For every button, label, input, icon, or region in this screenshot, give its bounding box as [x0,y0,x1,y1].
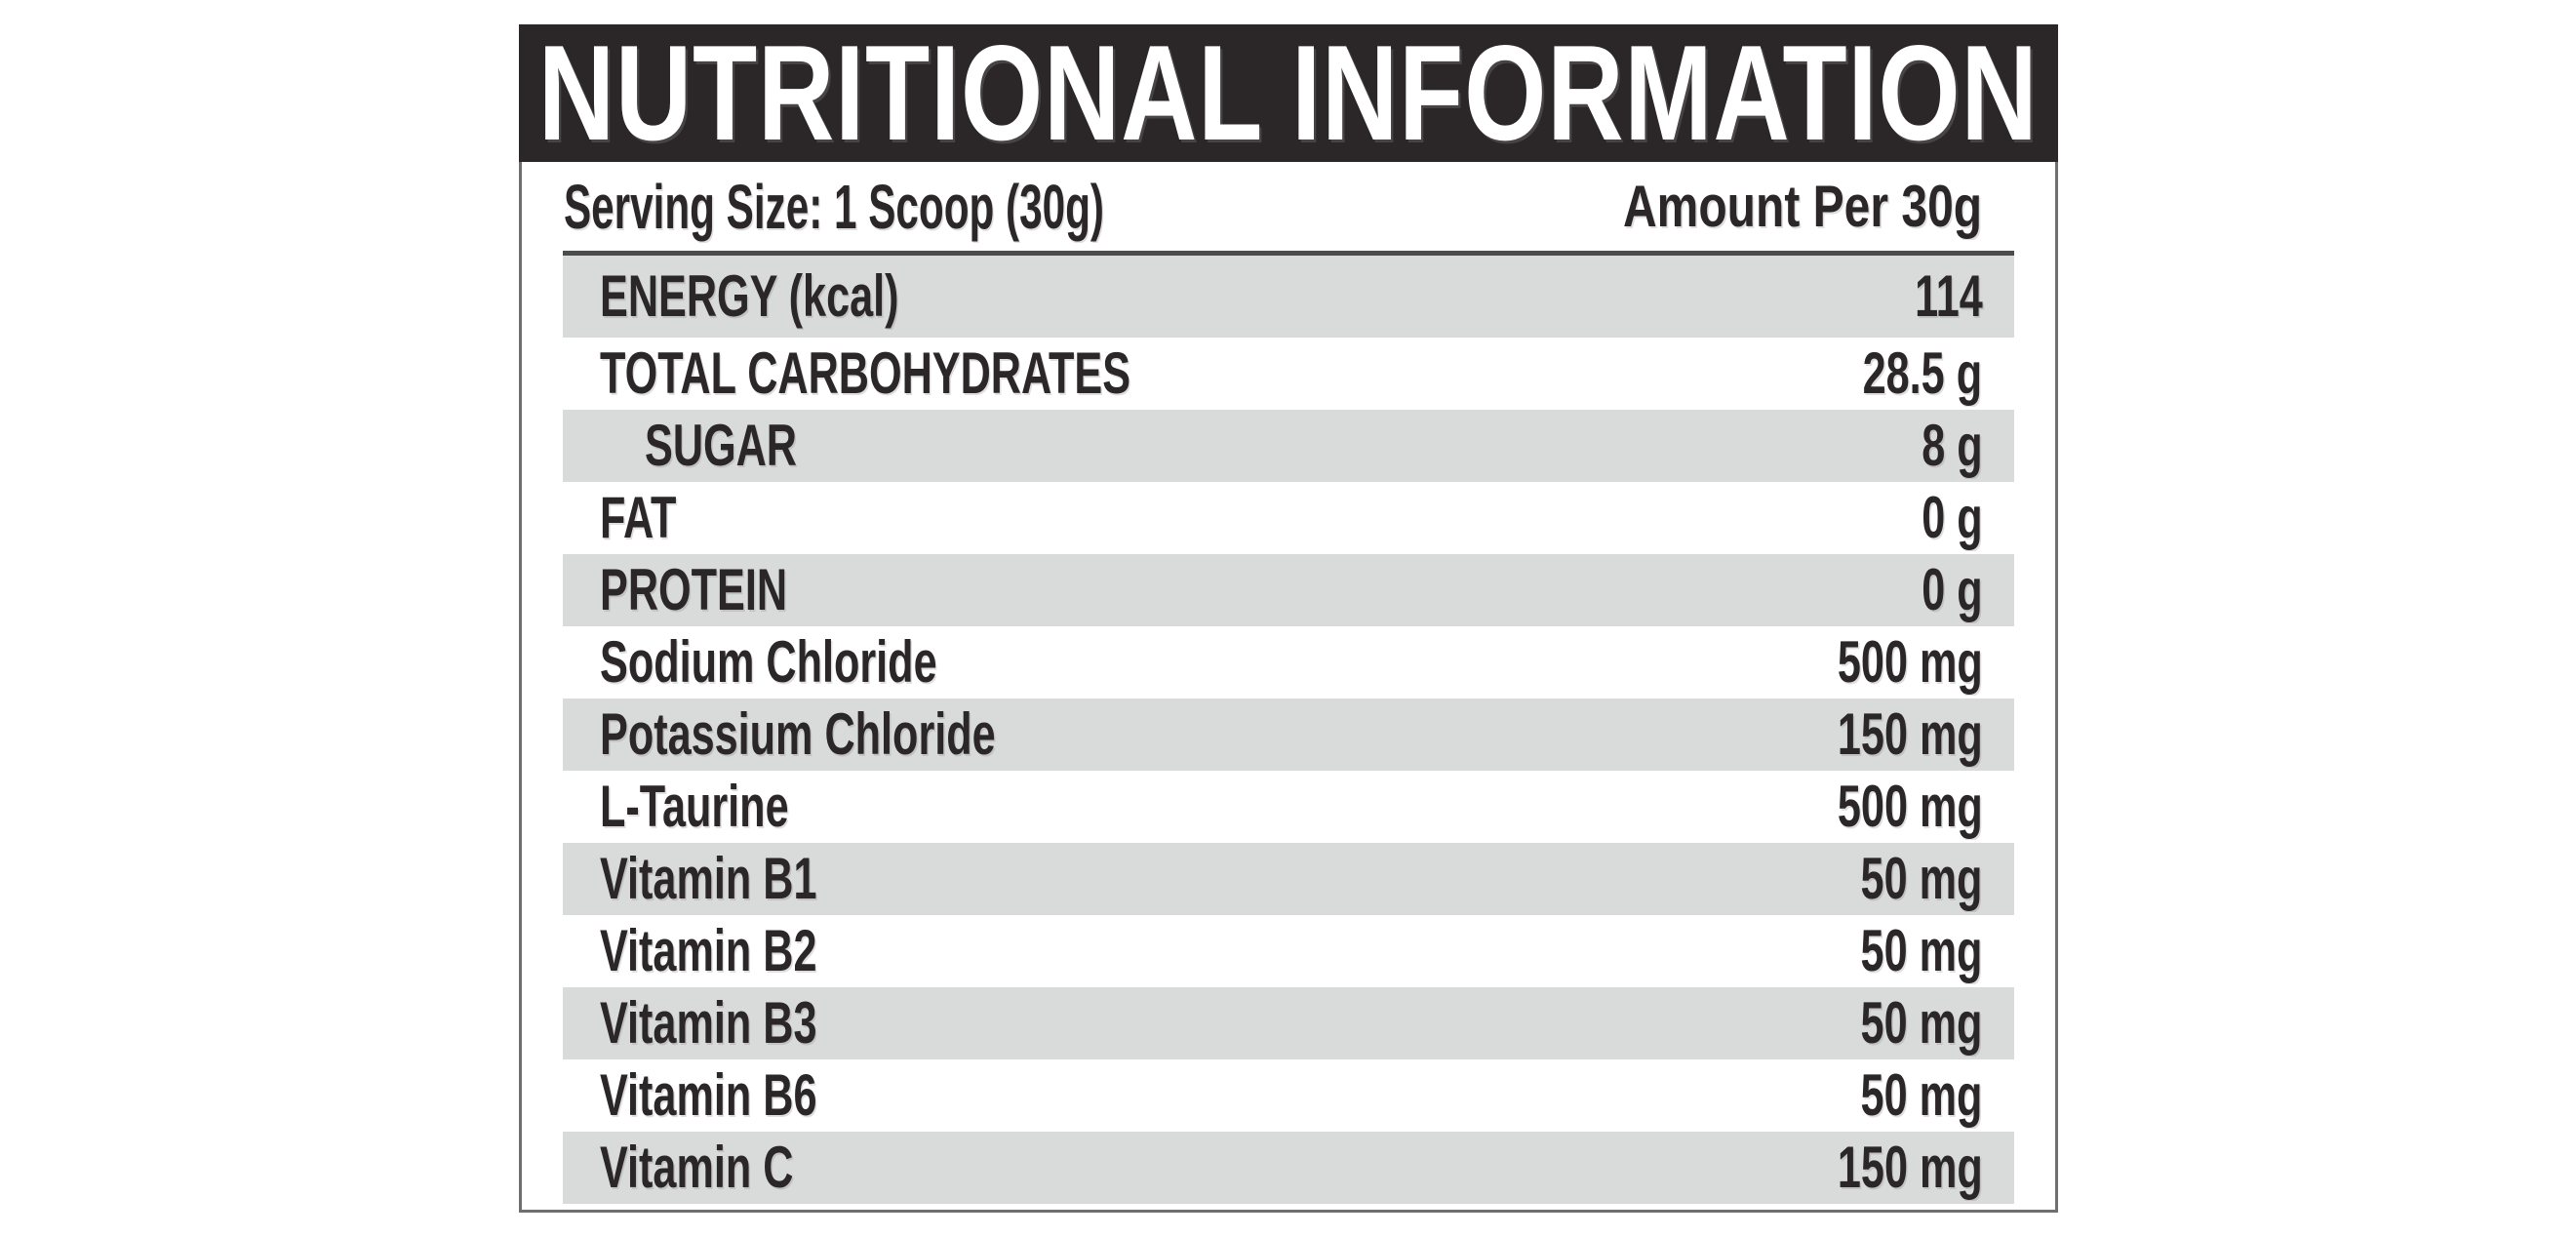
row-label: PROTEIN [599,557,787,622]
table-row: TOTAL CARBOHYDRATES 28.5 g [562,338,2014,410]
table-row: Vitamin B6 50 mg [562,1059,2014,1132]
label-title: NUTRITIONAL INFORMATION [537,18,2039,169]
table-row: Vitamin B2 50 mg [562,915,2014,987]
row-label: L-Taurine [599,774,789,839]
row-label: Vitamin C [599,1135,793,1200]
table-row: Potassium Chloride 150 mg [562,698,2014,771]
row-value: 114 [1914,263,1983,329]
row-value: 50 mg [1860,846,1983,911]
table-row: Vitamin C 150 mg [562,1132,2014,1204]
row-value: 150 mg [1837,1135,1983,1200]
table-row: Vitamin B3 50 mg [562,987,2014,1059]
table-row: FAT 0 g [562,482,2014,554]
row-value: 50 mg [1860,918,1983,983]
table-row: SUGAR 8 g [562,410,2014,482]
row-label: FAT [599,485,676,550]
row-value: 0 g [1922,485,1983,550]
serving-row: Serving Size: 1 Scoop (30g) Amount Per 3… [522,162,2055,251]
table-row: L-Taurine 500 mg [562,771,2014,843]
row-label: TOTAL CARBOHYDRATES [599,340,1130,406]
row-label: Vitamin B3 [599,990,816,1056]
serving-size-text: Serving Size: 1 Scoop (30g) [563,171,1104,242]
label-body: Serving Size: 1 Scoop (30g) Amount Per 3… [518,162,2058,1213]
row-value: 50 mg [1860,1062,1983,1128]
row-label: Vitamin B2 [599,918,816,983]
row-label: Vitamin B1 [599,846,816,911]
table-row: Vitamin B1 50 mg [562,843,2014,915]
row-value: 500 mg [1837,629,1983,695]
row-value: 8 g [1922,413,1983,478]
nutrition-label: NUTRITIONAL INFORMATION Serving Size: 1 … [518,18,2058,1213]
row-value: 28.5 g [1863,340,1983,406]
row-label: Sodium Chloride [599,629,937,695]
label-header: NUTRITIONAL INFORMATION [518,18,2058,169]
row-label: Vitamin B6 [599,1062,816,1128]
row-value: 50 mg [1860,990,1983,1056]
row-value: 0 g [1922,557,1983,622]
row-label: ENERGY (kcal) [599,263,899,329]
row-label: SUGAR [644,413,797,478]
nutrition-table: ENERGY (kcal) 114 TOTAL CARBOHYDRATES 28.5 … [562,251,2014,1204]
row-value: 500 mg [1837,774,1983,839]
row-label: Potassium Chloride [599,701,996,767]
table-row: Sodium Chloride 500 mg [562,626,2014,698]
table-row: PROTEIN 0 g [562,554,2014,626]
amount-per-text: Amount Per 30g [1623,173,1983,239]
row-value: 150 mg [1837,701,1983,767]
table-row: ENERGY (kcal) 114 [562,256,2014,338]
